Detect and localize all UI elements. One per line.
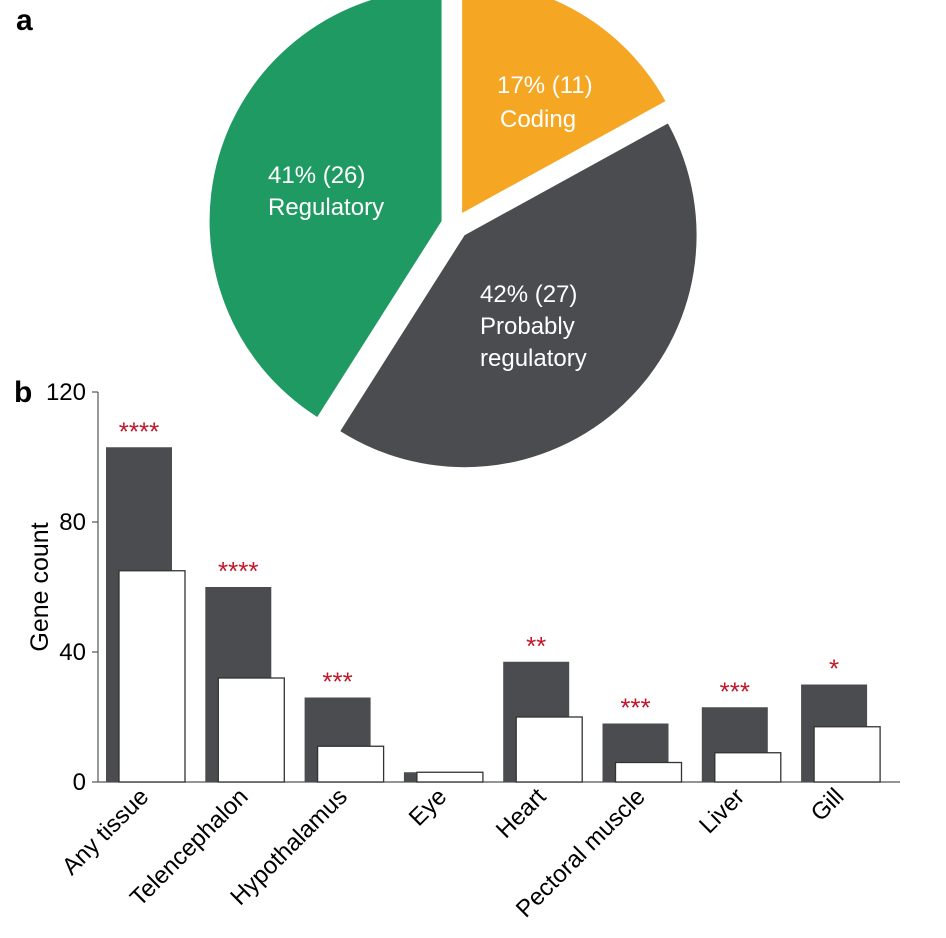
pie-label-regulatory-name: Regulatory — [268, 194, 384, 221]
significance-mark: **** — [218, 556, 258, 586]
bar-expected-gill — [813, 726, 881, 783]
category-label: Heart — [491, 783, 552, 844]
bar-expected-hypothalamus — [316, 745, 385, 783]
y-axis-title: Gene count — [26, 522, 54, 651]
bar-expected-eye — [416, 771, 484, 783]
bar-expected-telencephalon — [217, 677, 285, 783]
pie-label-probably-regulatory-value: 42% (27) — [480, 281, 577, 308]
panel-a-label: a — [16, 4, 33, 37]
y-tick-label: 120 — [46, 379, 86, 406]
y-ticks: 0 40 80 120 — [46, 379, 98, 796]
pie-label-probably-regulatory-name: Probably — [480, 313, 575, 340]
significance-mark: *** — [620, 693, 650, 723]
pie-label-coding-value: 17% (11) — [497, 72, 593, 99]
pie-label-coding-name: Coding — [500, 106, 576, 133]
significance-marks: ******************** — [119, 416, 839, 722]
category-label: Gill — [806, 783, 850, 827]
bar-expected-liver — [714, 752, 782, 783]
significance-mark: **** — [119, 416, 159, 446]
pie-slice-regulatory — [209, 0, 442, 417]
bars — [106, 447, 881, 783]
y-tick-label: 80 — [59, 509, 86, 536]
category-label: Liver — [694, 783, 750, 839]
category-label: Any tissue — [57, 783, 154, 880]
pie-chart: 17% (11) Coding 42% (27) Probably regulatory… — [209, 0, 697, 468]
bar-expected-heart — [515, 716, 583, 783]
bar-expected-any-tissue — [118, 570, 186, 783]
y-tick-label: 0 — [73, 769, 86, 796]
pie-slice-coding — [462, 0, 666, 213]
significance-mark: *** — [322, 667, 352, 697]
bar-expected-pectoral-muscle — [614, 761, 683, 783]
pie-slice-probably-regulatory — [340, 123, 697, 468]
category-label: Eye — [404, 783, 452, 831]
significance-mark: *** — [720, 676, 750, 706]
significance-mark: * — [829, 654, 839, 684]
panel-b-label: b — [14, 376, 32, 409]
significance-mark: ** — [526, 631, 546, 661]
pie-label-regulatory-value: 41% (26) — [268, 162, 365, 189]
pie-label-probably-regulatory-name: regulatory — [480, 345, 587, 372]
y-tick-label: 40 — [59, 639, 86, 666]
